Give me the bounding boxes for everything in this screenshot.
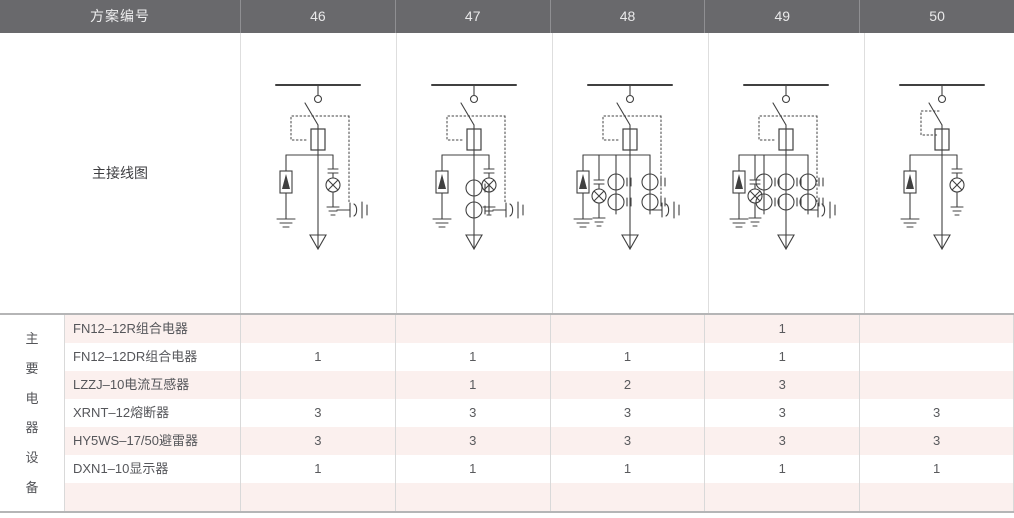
- equipment-qty-scheme-50: [859, 315, 1014, 343]
- single-line-diagram-scheme-50: [899, 84, 985, 251]
- equipment-qty-scheme-46: [240, 483, 395, 511]
- equipment-name: FN12–12R组合电器: [73, 321, 188, 336]
- equipment-qty-scheme-48: 1: [549, 343, 705, 371]
- scheme-column-header-47: 47: [394, 0, 550, 33]
- side-label-char: 电: [25, 390, 39, 406]
- equipment-qty-scheme-49: [704, 483, 859, 511]
- equipment-qty-scheme-50: [859, 483, 1014, 511]
- scheme-column-header-48: 48: [549, 0, 705, 33]
- equipment-qty-scheme-49: 1: [704, 315, 859, 343]
- wiring-diagram-cell-46: [240, 33, 396, 313]
- single-line-diagram-scheme-48: [573, 84, 680, 251]
- equipment-name: XRNT–12熔断器: [73, 405, 170, 420]
- equipment-qty-scheme-47: 3: [394, 399, 550, 427]
- single-line-diagram-scheme-49: [729, 84, 836, 251]
- wiring-diagram-cell-49: [708, 33, 864, 313]
- equipment-qty-scheme-48: 2: [549, 371, 705, 399]
- equipment-qty-scheme-46: [240, 315, 395, 343]
- equipment-name: DXN1–10显示器: [73, 461, 169, 476]
- equipment-qty-scheme-49: 1: [704, 343, 859, 371]
- wiring-diagram-cell-47: [396, 33, 552, 313]
- equipment-qty-scheme-46: [240, 371, 395, 399]
- scheme-column-header-50: 50: [859, 0, 1014, 33]
- equipment-qty-scheme-47: 1: [394, 455, 550, 483]
- single-line-diagram-scheme-47: [431, 84, 524, 251]
- wiring-diagram-cell-48: [552, 33, 708, 313]
- side-label-char: 主: [25, 330, 39, 346]
- equipment-row: XRNT–12熔断器 3 3 3 3 3: [65, 399, 1014, 427]
- scheme-column-header-46: 46: [240, 0, 395, 33]
- equipment-qty-scheme-47: 1: [394, 371, 550, 399]
- equipment-name: LZZJ–10电流互感器: [73, 377, 190, 392]
- equipment-qty-scheme-49: 3: [704, 427, 859, 455]
- equipment-qty-scheme-47: [394, 315, 550, 343]
- equipment-row: DXN1–10显示器 1 1 1 1 1: [65, 455, 1014, 483]
- equipment-name: FN12–12DR组合电器: [73, 349, 198, 364]
- equipment-qty-scheme-50: 3: [859, 399, 1014, 427]
- main-wiring-diagram-label: 主接线图: [92, 165, 148, 181]
- table-header-row: 方案编号 46 47 48 49 50: [0, 0, 1014, 33]
- equipment-qty-scheme-47: 3: [394, 427, 550, 455]
- side-label-char: 设: [25, 450, 39, 466]
- equipment-qty-scheme-46: 1: [240, 343, 395, 371]
- side-label-char: 器: [25, 420, 39, 436]
- equipment-name: HY5WS–17/50避雷器: [73, 433, 198, 448]
- equipment-qty-scheme-49: 3: [704, 399, 859, 427]
- main-equipment-side-label: 主要电器设备: [0, 315, 65, 511]
- equipment-qty-scheme-50: 1: [859, 455, 1014, 483]
- equipment-row: FN12–12R组合电器 1: [65, 315, 1014, 343]
- equipment-row: [65, 483, 1014, 511]
- equipment-rows: FN12–12R组合电器 1 FN12–12DR组合电器 1 1 1 1 LZZJ–10电流互…: [65, 315, 1014, 511]
- equipment-row: FN12–12DR组合电器 1 1 1 1: [65, 343, 1014, 371]
- equipment-qty-scheme-46: 3: [240, 427, 395, 455]
- equipment-name: [65, 483, 240, 511]
- equipment-row: HY5WS–17/50避雷器 3 3 3 3 3: [65, 427, 1014, 455]
- equipment-qty-scheme-47: 1: [394, 343, 550, 371]
- equipment-qty-scheme-48: 3: [549, 427, 705, 455]
- equipment-qty-scheme-49: 1: [704, 455, 859, 483]
- side-label-char: 要: [25, 360, 39, 376]
- wiring-diagram-cell-50: [864, 33, 1014, 313]
- equipment-qty-scheme-48: 3: [549, 399, 705, 427]
- equipment-qty-scheme-50: [859, 343, 1014, 371]
- equipment-qty-scheme-50: [859, 371, 1014, 399]
- equipment-row: LZZJ–10电流互感器 1 2 3: [65, 371, 1014, 399]
- equipment-qty-scheme-48: [549, 315, 705, 343]
- scheme-number-header: 方案编号: [90, 8, 150, 24]
- main-wiring-diagram-row: 主接线图: [0, 33, 1014, 313]
- side-label-char: 备: [25, 480, 39, 496]
- equipment-qty-scheme-48: 1: [549, 455, 705, 483]
- single-line-diagram-scheme-46: [275, 84, 368, 251]
- equipment-qty-scheme-50: 3: [859, 427, 1014, 455]
- scheme-column-header-49: 49: [704, 0, 859, 33]
- equipment-qty-scheme-49: 3: [704, 371, 859, 399]
- main-equipment-table: 主要电器设备 FN12–12R组合电器 1 FN12–12DR组合电器 1 1 1 1 LZZ…: [0, 313, 1014, 513]
- equipment-qty-scheme-48: [549, 483, 705, 511]
- equipment-qty-scheme-46: 1: [240, 455, 395, 483]
- equipment-qty-scheme-47: [394, 483, 550, 511]
- equipment-qty-scheme-46: 3: [240, 399, 395, 427]
